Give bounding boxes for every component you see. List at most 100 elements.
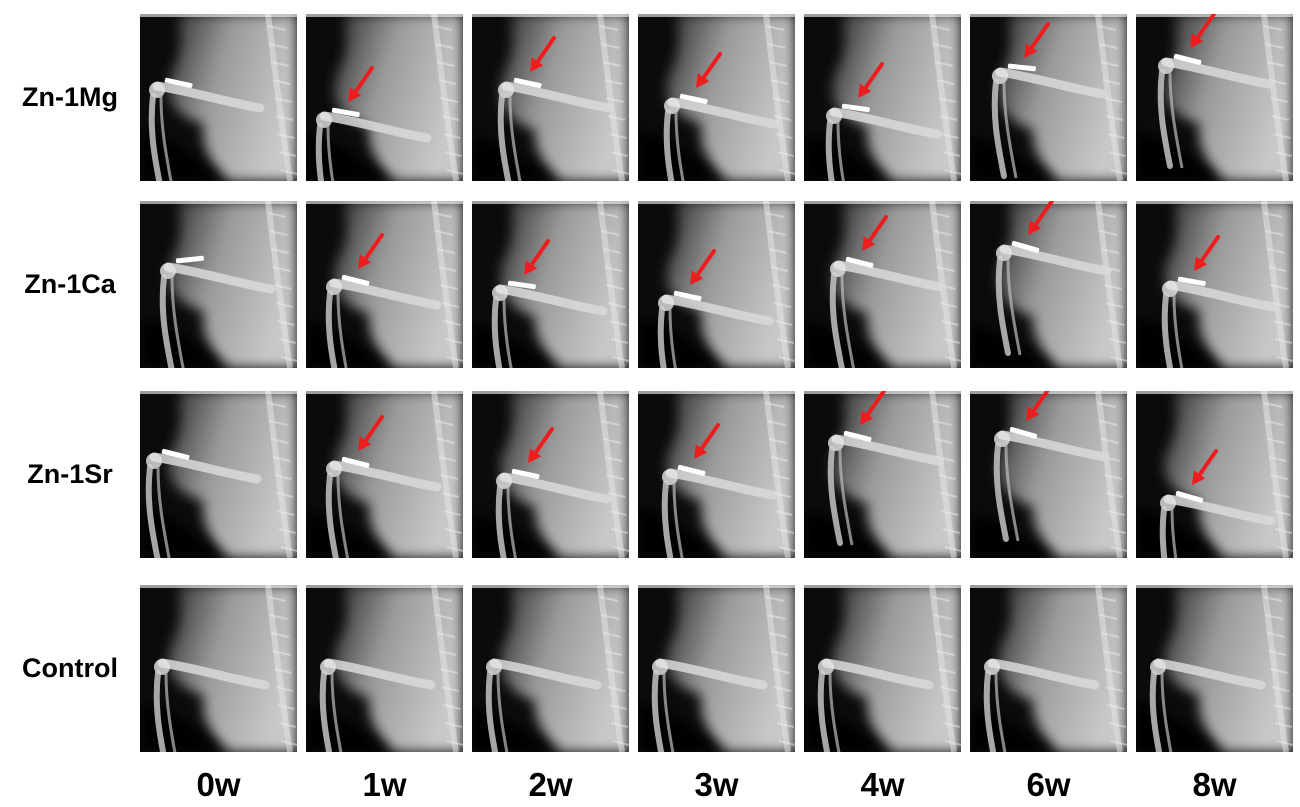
xray-tile [804, 391, 961, 558]
red-arrow-indicator [1024, 22, 1050, 58]
xray-tile [970, 201, 1127, 368]
spine-vertebrae [597, 14, 629, 181]
column-label-8w: 8w [1192, 766, 1237, 803]
spine-vertebrae [1261, 14, 1293, 181]
xray-tile [306, 201, 463, 368]
xray-tile [638, 391, 795, 558]
soft-tissue-shadow [832, 391, 961, 558]
soft-tissue-shadow [666, 14, 795, 181]
xray-tile [638, 585, 795, 752]
soft-tissue-shadow [334, 585, 463, 752]
xray-header-strip [970, 201, 1127, 204]
dark-region [306, 509, 386, 558]
leg-bones [145, 452, 262, 558]
xray-header-strip [638, 14, 795, 17]
xray-tile [970, 391, 1127, 558]
soft-tissue-shadow [998, 201, 1127, 368]
soft-tissue-shadow [500, 391, 629, 558]
red-arrow-indicator [690, 249, 716, 285]
xray-tile [472, 585, 629, 752]
spine-vertebrae [1261, 585, 1293, 752]
spine-vertebrae [929, 585, 961, 752]
red-arrow-indicator [358, 233, 384, 269]
column-label-6w: 6w [1026, 766, 1071, 803]
leg-bones [825, 107, 942, 181]
spine-vertebrae [597, 391, 629, 558]
leg-bones [1149, 658, 1266, 752]
spine-vertebrae [763, 201, 795, 368]
zinc-implant [161, 448, 190, 460]
xray-tile [1136, 585, 1293, 752]
leg-bones [315, 111, 432, 181]
leg-bones [1159, 494, 1276, 558]
leg-bones [657, 294, 774, 368]
soft-tissue-shadow [832, 14, 961, 181]
xray-tile [140, 201, 297, 368]
spine-vertebrae [597, 201, 629, 368]
soft-tissue-shadow [666, 391, 795, 558]
leg-bones [148, 81, 265, 181]
xray-tile [1136, 201, 1293, 368]
column-label-2w: 2w [528, 766, 573, 803]
zinc-implant [845, 256, 874, 268]
spine-vertebrae [265, 14, 297, 181]
spine-vertebrae [431, 391, 463, 558]
soft-tissue-shadow [666, 201, 795, 368]
leg-bones [491, 284, 608, 368]
zinc-implant [679, 93, 708, 104]
zinc-implant [507, 280, 536, 290]
zinc-implant [1175, 490, 1204, 503]
soft-tissue-shadow [168, 14, 297, 181]
column-label-1w: 1w [362, 766, 407, 803]
leg-bones [319, 658, 436, 752]
leg-bones [485, 658, 602, 752]
xray-header-strip [638, 585, 795, 588]
leg-bones [325, 460, 442, 558]
xray-header-strip [140, 391, 297, 394]
xray-header-strip [140, 201, 297, 204]
zinc-implant [341, 456, 370, 468]
dark-region [472, 322, 552, 368]
xray-header-strip [1136, 201, 1293, 204]
row-label-zn-1sr: Zn-1Sr [27, 458, 113, 489]
xray-tile [140, 585, 297, 752]
xray-header-strip [804, 201, 961, 204]
leg-bones [651, 658, 768, 752]
red-arrow-indicator [524, 239, 550, 275]
leg-bones [661, 468, 778, 558]
red-arrow-indicator [1194, 235, 1220, 271]
dark-region [804, 319, 884, 368]
row-label-zn-1ca: Zn-1Ca [24, 268, 116, 299]
soft-tissue-shadow [168, 585, 297, 752]
xray-header-strip [306, 201, 463, 204]
xray-tile [970, 585, 1127, 752]
zinc-implant [673, 290, 702, 301]
zinc-implant [1177, 276, 1206, 287]
xray-tile [306, 391, 463, 558]
xray-tile [472, 391, 629, 558]
dark-region [140, 316, 220, 368]
leg-bones [991, 67, 1108, 179]
xray-tile [1136, 14, 1293, 181]
xray-header-strip [140, 14, 297, 17]
red-arrow-indicator [348, 66, 374, 102]
xray-header-strip [472, 201, 629, 204]
leg-bones [993, 430, 1110, 542]
red-arrow-indicator [858, 62, 884, 98]
xray-header-strip [306, 14, 463, 17]
xray-header-strip [804, 14, 961, 17]
xray-header-strip [970, 585, 1127, 588]
xray-header-strip [306, 391, 463, 394]
xray-tile [970, 14, 1127, 181]
dark-region [472, 135, 552, 181]
xray-tile [140, 14, 297, 181]
zinc-implant [677, 464, 706, 476]
leg-bones [325, 278, 442, 368]
leg-bones [1161, 280, 1278, 368]
xray-header-strip [472, 391, 629, 394]
xray-tile [804, 201, 961, 368]
xray-tile [804, 585, 961, 752]
column-label-4w: 4w [860, 766, 905, 803]
xray-header-strip [1136, 585, 1293, 588]
xray-tile [472, 14, 629, 181]
